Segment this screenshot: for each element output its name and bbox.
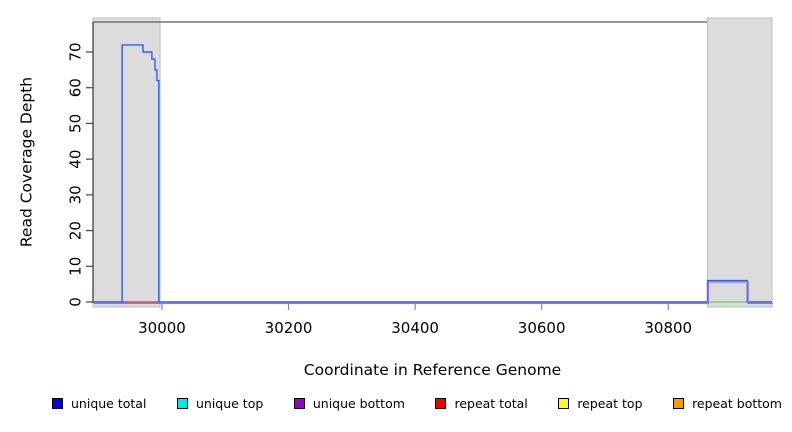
x-tick-label: 30000: [138, 319, 186, 337]
legend-swatch-unique-bottom-icon: [293, 398, 305, 409]
y-tick-label: 50: [67, 114, 85, 133]
legend-label: repeat total: [454, 396, 528, 411]
legend-item-unique-top: unique top: [176, 396, 264, 411]
y-axis-title: Read Coverage Depth: [18, 77, 36, 247]
legend-item-repeat-top: repeat top: [558, 396, 643, 411]
legend-item-repeat-bottom: repeat bottom: [673, 396, 782, 411]
legend-label: repeat bottom: [692, 396, 782, 411]
legend-swatch-repeat-total-icon: [435, 398, 447, 409]
legend-item-unique-bottom: unique bottom: [293, 396, 405, 411]
y-tick-label: 0: [67, 297, 85, 307]
x-tick-label: 30600: [518, 319, 566, 337]
highlight-right-gray-band: [706, 17, 773, 308]
legend-label: unique total: [71, 396, 147, 411]
series-line-unique-total: [93, 44, 772, 303]
legend-swatch-repeat-bottom-icon: [673, 398, 685, 409]
x-tick-label: 30800: [644, 319, 692, 337]
legend-item-repeat-total: repeat total: [435, 396, 528, 411]
x-axis-title: Coordinate in Reference Genome: [304, 361, 561, 379]
y-tick-label: 60: [67, 78, 85, 97]
highlight-left-gray-band: [92, 17, 161, 308]
y-tick-label: 10: [67, 257, 85, 276]
x-tick-label: 30400: [391, 319, 439, 337]
legend-swatch-unique-top-icon: [176, 398, 188, 409]
y-tick-label: 70: [67, 42, 85, 61]
y-tick-label: 20: [67, 221, 85, 240]
plot-legend: unique total unique top unique bottom repea…: [0, 396, 792, 411]
y-tick-label: 30: [67, 185, 85, 204]
legend-label: repeat top: [577, 396, 643, 411]
x-tick-label: 30200: [265, 319, 313, 337]
y-tick-label: 40: [67, 150, 85, 169]
legend-item-unique-total: unique total: [52, 396, 146, 411]
coverage-plot: 0 10 20 30 40 50 60 70 30000 30200 30400 30600 30800…: [18, 17, 773, 379]
legend-swatch-unique-total-icon: [52, 398, 63, 409]
legend-swatch-repeat-top-icon: [558, 398, 570, 409]
legend-label: unique bottom: [312, 396, 405, 411]
series-line-unique-bottom: [93, 281, 773, 304]
legend-label: unique top: [195, 396, 264, 411]
